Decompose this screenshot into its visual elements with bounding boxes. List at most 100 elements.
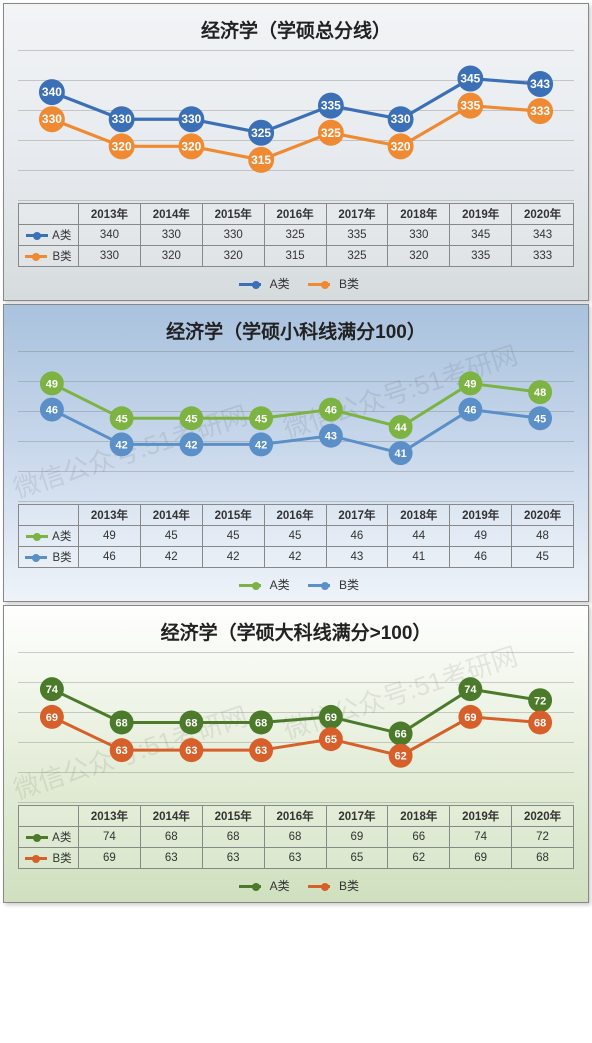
table-cell: 49 <box>450 526 512 547</box>
data-label: 68 <box>534 717 546 729</box>
legend-item: A类 <box>233 578 290 592</box>
table-cell: 69 <box>450 848 512 869</box>
table-cell: 72 <box>512 827 574 848</box>
table-header: 2015年 <box>202 204 264 225</box>
table-header: 2017年 <box>326 806 388 827</box>
data-label: 345 <box>460 72 480 86</box>
table-cell: 340 <box>79 225 141 246</box>
table-header: 2013年 <box>79 505 141 526</box>
table-cell: 63 <box>202 848 264 869</box>
data-label: 330 <box>42 112 62 126</box>
table-header: 2013年 <box>79 204 141 225</box>
legend-item: B类 <box>302 277 359 291</box>
data-label: 315 <box>251 153 271 167</box>
legend: A类 B类 <box>18 576 574 593</box>
table-cell: 43 <box>326 547 388 568</box>
data-label: 333 <box>530 104 550 118</box>
chart-title: 经济学（学硕小科线满分100） <box>18 317 574 344</box>
table-cell: 46 <box>326 526 388 547</box>
table-cell: 63 <box>140 848 202 869</box>
table-cell: 68 <box>140 827 202 848</box>
table-header: 2017年 <box>326 505 388 526</box>
data-label: 63 <box>185 745 197 757</box>
data-label: 74 <box>46 684 59 696</box>
table-cell: 66 <box>388 827 450 848</box>
table-cell: 69 <box>326 827 388 848</box>
table-header: 2015年 <box>202 806 264 827</box>
table-header: 2016年 <box>264 505 326 526</box>
table-cell: 42 <box>140 547 202 568</box>
line-chart-svg: 74686868696674726963636365626968 <box>24 653 568 803</box>
table-header: 2013年 <box>79 806 141 827</box>
table-cell: 41 <box>388 547 450 568</box>
data-label: 68 <box>185 717 197 729</box>
data-label: 320 <box>391 139 411 153</box>
table-header: 2014年 <box>140 505 202 526</box>
table-cell: 330 <box>388 225 450 246</box>
series-rowhead: A类 <box>19 526 79 547</box>
table-cell: 320 <box>388 246 450 267</box>
data-label: 330 <box>391 112 411 126</box>
data-label: 330 <box>112 112 132 126</box>
data-label: 65 <box>325 734 337 746</box>
table-cell: 45 <box>202 526 264 547</box>
chart-area: 微信公众号:51考研网微信公众号:51考研网746868686966747269… <box>18 653 574 803</box>
table-cell: 69 <box>79 848 141 869</box>
data-label: 340 <box>42 85 62 99</box>
data-table: 2013年2014年2015年2016年2017年2018年2019年2020年… <box>18 203 574 267</box>
series-rowhead: B类 <box>19 848 79 869</box>
table-cell: 44 <box>388 526 450 547</box>
data-label: 68 <box>116 717 128 729</box>
data-label: 42 <box>185 439 197 451</box>
data-label: 62 <box>395 751 407 763</box>
table-cell: 325 <box>264 225 326 246</box>
table-header: 2014年 <box>140 806 202 827</box>
data-table: 2013年2014年2015年2016年2017年2018年2019年2020年… <box>18 504 574 568</box>
table-cell: 65 <box>326 848 388 869</box>
chart-title: 经济学（学硕大科线满分>100） <box>18 618 574 645</box>
data-label: 335 <box>321 99 341 113</box>
table-cell: 345 <box>450 225 512 246</box>
table-cell: 315 <box>264 246 326 267</box>
table-cell: 68 <box>202 827 264 848</box>
data-label: 66 <box>395 729 407 741</box>
line-chart-svg: 3403303303253353303453433303203203153253… <box>24 51 568 201</box>
legend: A类 B类 <box>18 877 574 894</box>
table-cell: 343 <box>512 225 574 246</box>
table-cell: 333 <box>512 246 574 267</box>
data-label: 74 <box>464 684 477 696</box>
data-label: 45 <box>255 413 267 425</box>
chart-title: 经济学（学硕总分线） <box>18 16 574 43</box>
legend-item: B类 <box>302 578 359 592</box>
table-cell: 68 <box>264 827 326 848</box>
table-header: 2018年 <box>388 204 450 225</box>
data-label: 343 <box>530 77 550 91</box>
series-rowhead: A类 <box>19 827 79 848</box>
table-header: 2019年 <box>450 204 512 225</box>
legend-item: A类 <box>233 277 290 291</box>
data-label: 68 <box>255 717 267 729</box>
data-label: 46 <box>464 405 476 417</box>
line-chart-svg: 49454545464449484642424243414645 <box>24 352 568 502</box>
data-label: 330 <box>181 112 201 126</box>
data-label: 44 <box>395 422 408 434</box>
data-label: 49 <box>46 378 58 390</box>
data-label: 42 <box>255 439 267 451</box>
data-label: 325 <box>251 126 271 140</box>
table-cell: 330 <box>140 225 202 246</box>
table-cell: 320 <box>202 246 264 267</box>
table-cell: 49 <box>79 526 141 547</box>
chart-panel: 经济学（学硕总分线）340330330325335330345343330320… <box>3 3 589 301</box>
table-cell: 42 <box>264 547 326 568</box>
table-cell: 330 <box>79 246 141 267</box>
data-table: 2013年2014年2015年2016年2017年2018年2019年2020年… <box>18 805 574 869</box>
chart-panel: 经济学（学硕大科线满分>100）微信公众号:51考研网微信公众号:51考研网74… <box>3 605 589 903</box>
table-cell: 335 <box>450 246 512 267</box>
data-label: 69 <box>325 712 337 724</box>
table-header: 2014年 <box>140 204 202 225</box>
chart-panel: 经济学（学硕小科线满分100）微信公众号:51考研网微信公众号:51考研网494… <box>3 304 589 602</box>
data-label: 69 <box>46 712 58 724</box>
data-label: 45 <box>185 413 197 425</box>
table-cell: 335 <box>326 225 388 246</box>
data-label: 41 <box>395 448 407 460</box>
